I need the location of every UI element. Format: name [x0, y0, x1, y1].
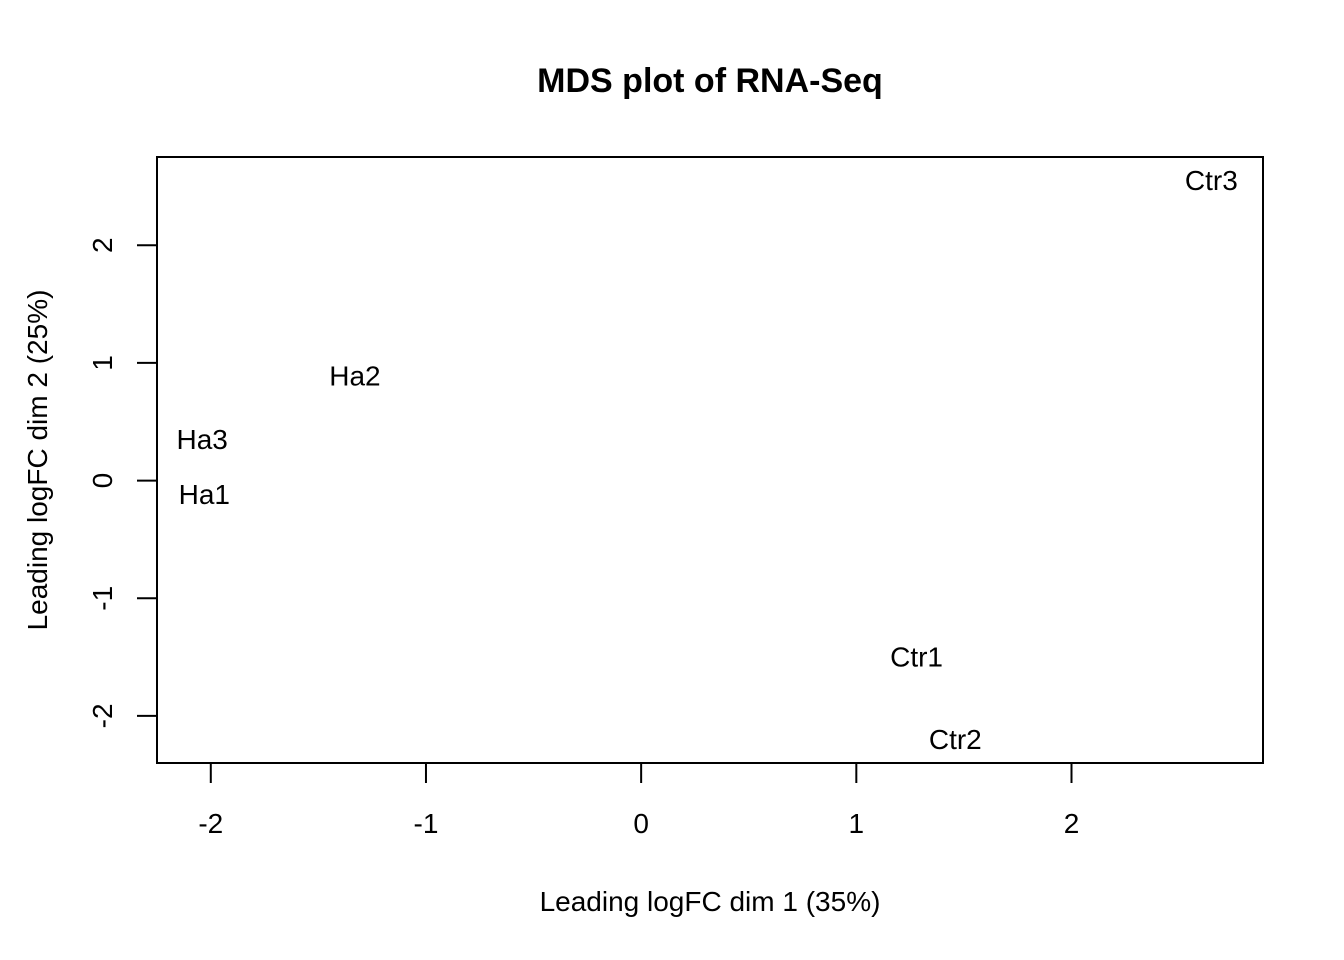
- point-label-ctr3: Ctr3: [1185, 165, 1238, 196]
- x-axis: -2 -1 0 1 2: [198, 762, 1080, 839]
- point-label-ctr2: Ctr2: [929, 724, 982, 755]
- plot-frame: [156, 156, 1264, 764]
- y-tick-label: 2: [87, 237, 118, 253]
- point-label-ha1: Ha1: [179, 479, 230, 510]
- y-tick-label: 0: [87, 473, 118, 489]
- y-axis-label: Leading logFC dim 2 (25%): [22, 290, 53, 631]
- y-tick-label: 1: [87, 355, 118, 371]
- x-tick-label: 1: [849, 808, 865, 839]
- point-label-ha3: Ha3: [176, 424, 227, 455]
- y-tick-label: -1: [87, 586, 118, 611]
- x-axis-label: Leading logFC dim 1 (35%): [540, 886, 881, 917]
- x-tick-label: -2: [198, 808, 223, 839]
- point-label-ctr1: Ctr1: [890, 642, 943, 673]
- x-tick-label: -1: [414, 808, 439, 839]
- x-tick-label: 2: [1064, 808, 1080, 839]
- y-axis: -2 -1 0 1 2: [87, 237, 158, 728]
- point-label-ha2: Ha2: [329, 360, 380, 391]
- y-tick-label: -2: [87, 703, 118, 728]
- x-tick-label: 0: [633, 808, 649, 839]
- point-labels: Ha1 Ha2 Ha3 Ctr1 Ctr2 Ctr3: [176, 165, 1237, 755]
- chart-title: MDS plot of RNA-Seq: [537, 62, 883, 100]
